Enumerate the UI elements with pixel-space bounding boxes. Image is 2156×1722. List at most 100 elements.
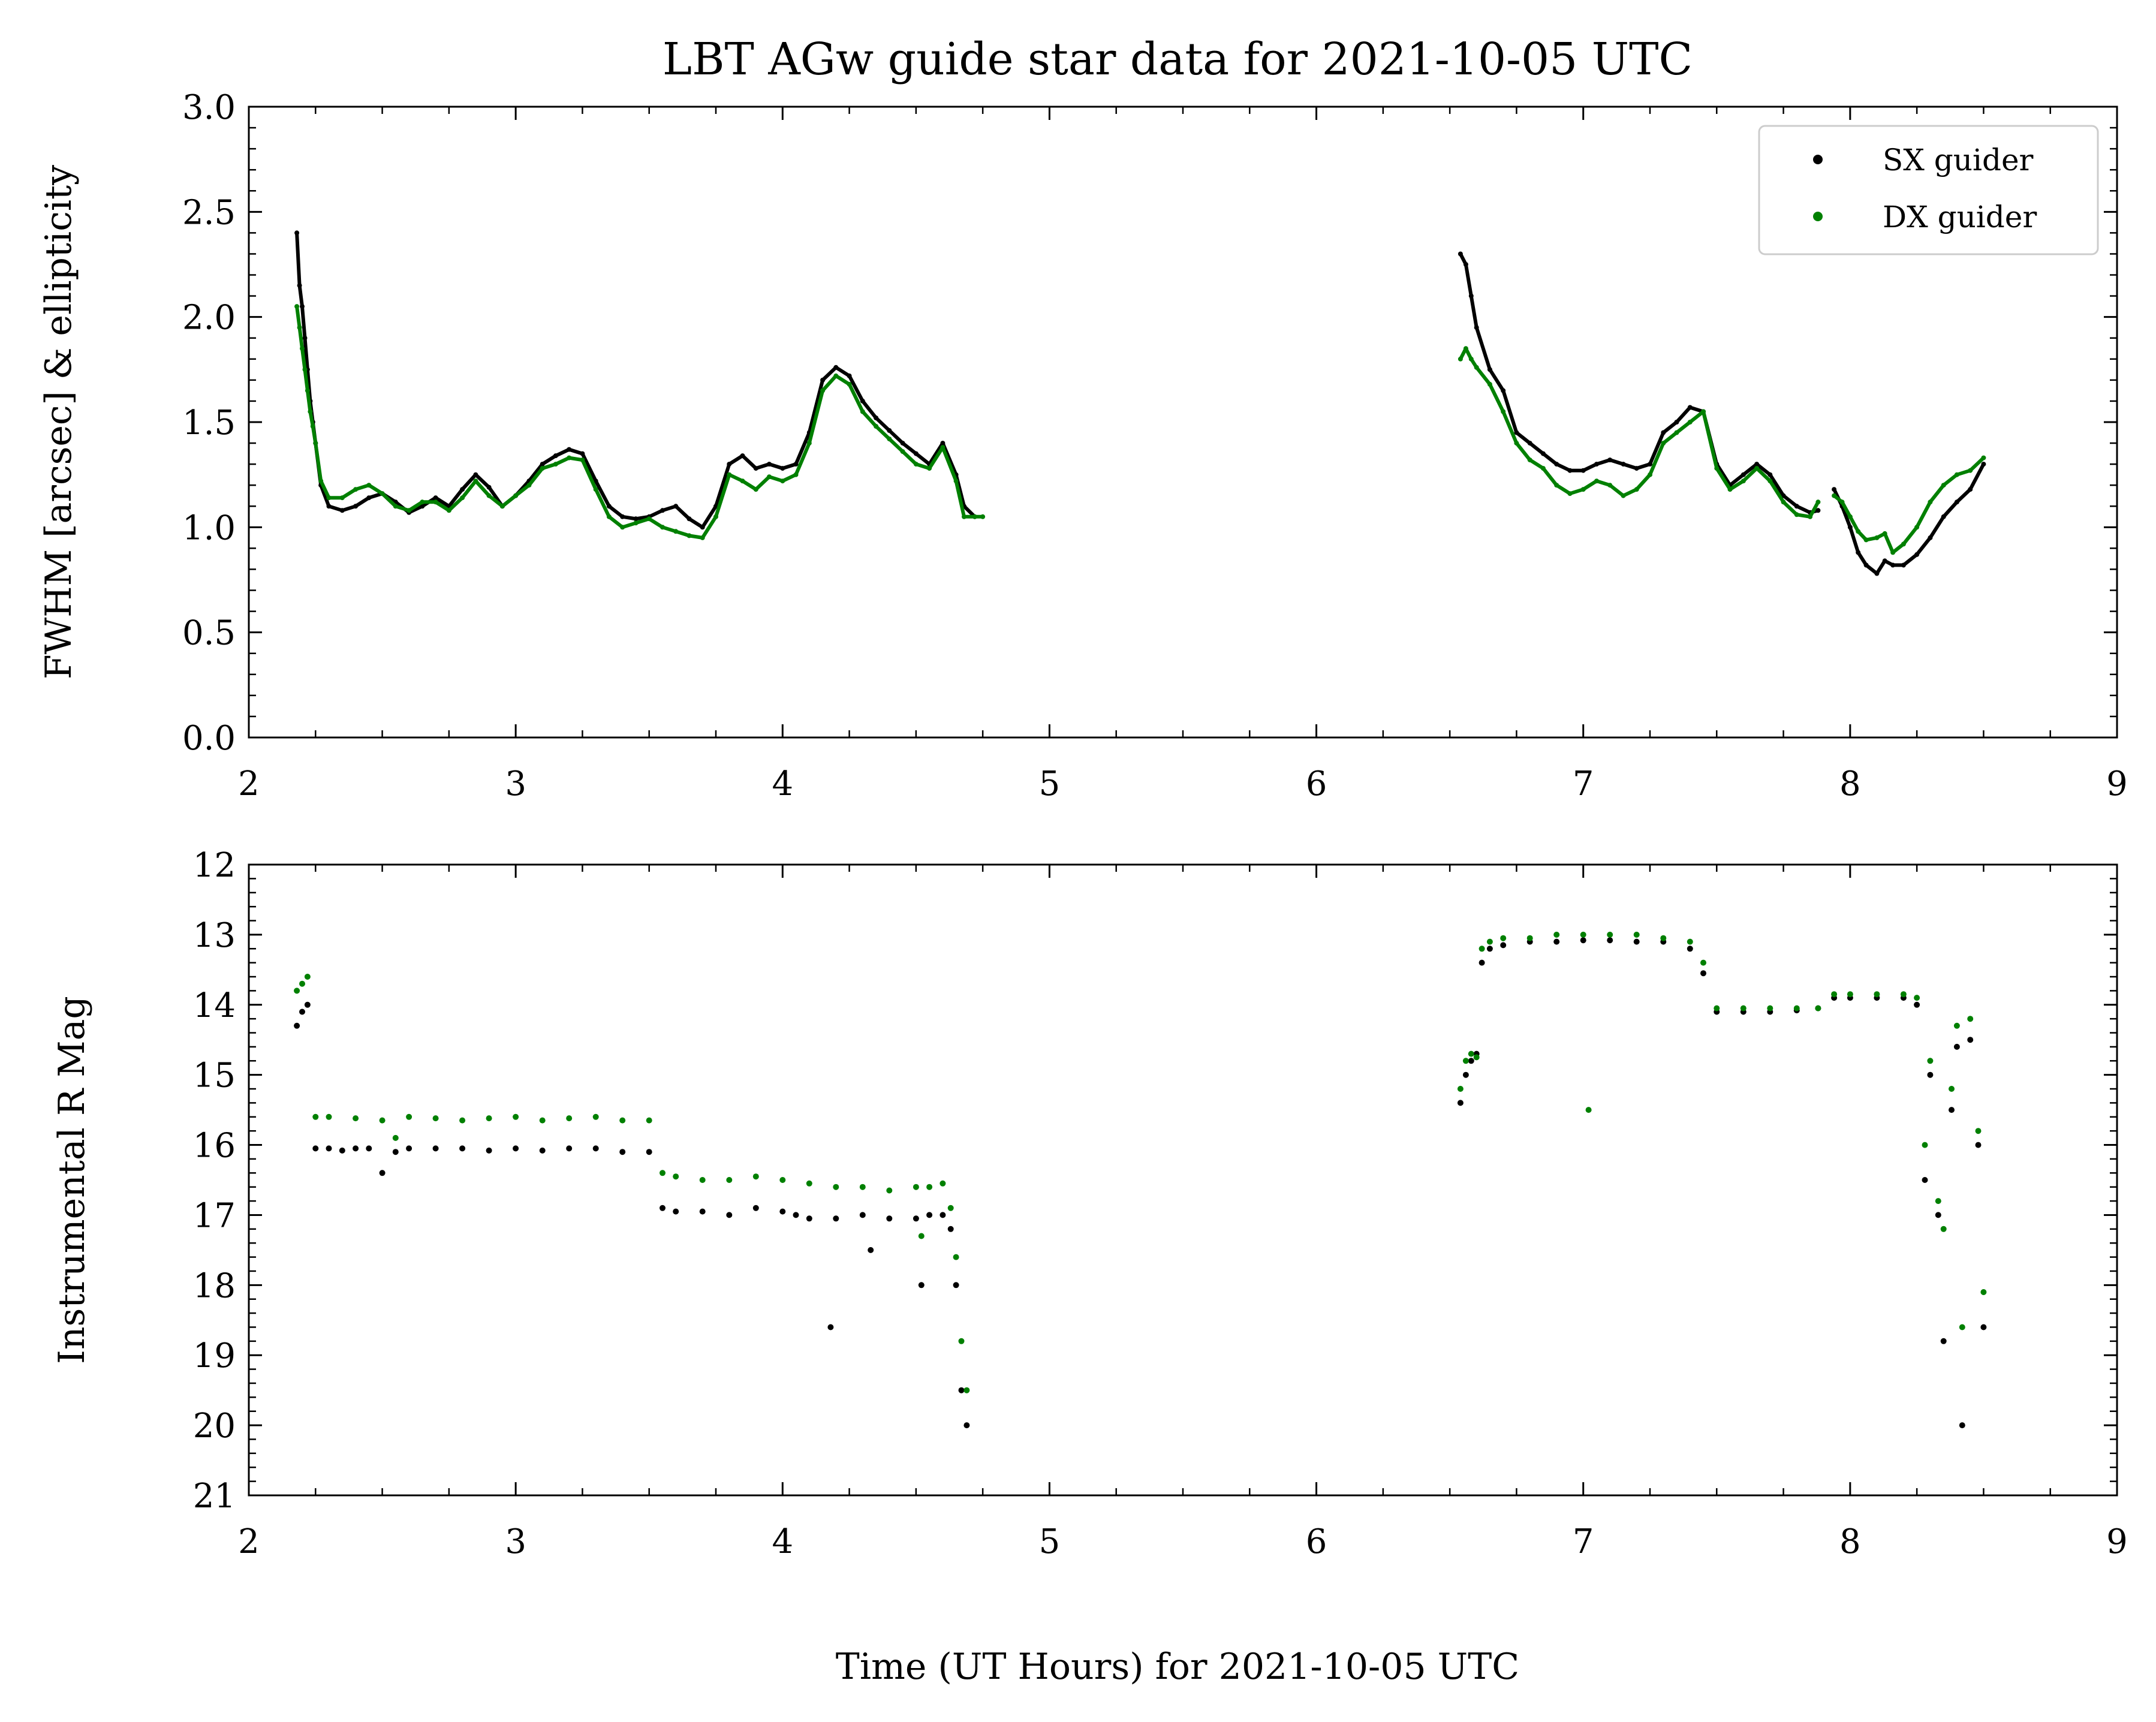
bot-data-point-dx-guider bbox=[326, 1113, 332, 1120]
top-data-point-dx-guider bbox=[1474, 365, 1479, 370]
legend: SX guider DX guider bbox=[1758, 125, 2099, 255]
bot-data-point-dx-guider bbox=[1633, 931, 1640, 938]
top-data-point-sx-guider bbox=[753, 466, 758, 471]
bot-data-point-dx-guider bbox=[958, 1338, 965, 1344]
y-tick-label: 20 bbox=[193, 1407, 236, 1446]
bot-data-point-dx-guider bbox=[1526, 935, 1533, 941]
bot-data-point-dx-guider bbox=[646, 1117, 652, 1124]
bottom-y-tick-labels: 12 13 14 15 16 17 18 19 20 21 bbox=[193, 846, 236, 1516]
top-data-point-dx-guider bbox=[1808, 514, 1813, 519]
top-data-point-dx-guider bbox=[1714, 466, 1720, 471]
y-tick-label: 21 bbox=[193, 1477, 236, 1516]
legend-label-dx: DX guider bbox=[1883, 200, 2037, 234]
bot-data-point-sx-guider bbox=[1935, 1212, 1941, 1218]
top-data-point-dx-guider bbox=[1567, 491, 1573, 496]
y-tick-label: 3.0 bbox=[182, 88, 236, 127]
bot-data-point-sx-guider bbox=[539, 1147, 546, 1154]
top-data-point-dx-guider bbox=[1463, 346, 1468, 351]
top-data-point-sx-guider bbox=[1474, 325, 1479, 330]
top-data-point-sx-guider bbox=[606, 504, 612, 509]
top-data-point-sx-guider bbox=[473, 472, 478, 477]
bot-data-point-dx-guider bbox=[1949, 1086, 1955, 1092]
top-data-point-sx-guider bbox=[1463, 262, 1468, 267]
bot-data-point-sx-guider bbox=[326, 1145, 332, 1152]
bot-data-point-sx-guider bbox=[1914, 1001, 1920, 1008]
bot-data-point-sx-guider bbox=[392, 1149, 399, 1155]
bot-data-point-sx-guider bbox=[1500, 942, 1507, 949]
top-data-point-sx-guider bbox=[460, 487, 465, 492]
bot-data-point-dx-guider bbox=[1462, 1058, 1469, 1064]
top-data-point-sx-guider bbox=[593, 478, 598, 484]
legend-marker-dx bbox=[1813, 212, 1823, 221]
top-data-point-sx-guider bbox=[673, 504, 679, 509]
top-data-point-sx-guider bbox=[1882, 558, 1887, 564]
y-tick-label: 14 bbox=[193, 986, 236, 1025]
bot-data-point-dx-guider bbox=[406, 1113, 412, 1120]
top-data-point-dx-guider bbox=[1754, 466, 1760, 471]
bot-data-point-dx-guider bbox=[459, 1117, 466, 1124]
bot-data-point-sx-guider bbox=[926, 1212, 933, 1218]
x-tick-label: 9 bbox=[2106, 1522, 2128, 1561]
bot-data-point-dx-guider bbox=[1607, 931, 1613, 938]
x-tick-label: 8 bbox=[1839, 1522, 1861, 1561]
bot-data-point-dx-guider bbox=[1700, 959, 1706, 966]
top-data-point-dx-guider bbox=[1727, 487, 1733, 492]
top-data-point-sx-guider bbox=[780, 466, 785, 471]
top-data-point-sx-guider bbox=[1648, 462, 1652, 467]
top-data-point-dx-guider bbox=[1674, 430, 1679, 435]
bot-data-point-sx-guider bbox=[304, 1001, 311, 1008]
bot-data-point-sx-guider bbox=[1967, 1037, 1974, 1043]
top-panel: 0.0 0.5 1.0 1.5 2.0 2.5 3.0 2 3 4 5 6 7 8 9 FWHM [arc… bbox=[38, 88, 2128, 803]
bot-data-point-sx-guider bbox=[779, 1208, 786, 1215]
top-data-point-sx-guider bbox=[1514, 430, 1519, 435]
bot-data-point-sx-guider bbox=[699, 1208, 706, 1215]
bot-data-point-sx-guider bbox=[406, 1145, 412, 1152]
top-data-point-dx-guider bbox=[499, 504, 505, 509]
bot-data-point-dx-guider bbox=[660, 1170, 666, 1176]
top-data-point-sx-guider bbox=[1874, 571, 1880, 576]
top-data-point-dx-guider bbox=[972, 514, 977, 519]
bot-data-point-sx-guider bbox=[294, 1022, 300, 1029]
x-tick-label: 3 bbox=[505, 1522, 526, 1561]
top-data-point-dx-guider bbox=[294, 304, 300, 309]
top-data-point-dx-guider bbox=[1847, 514, 1853, 519]
top-data-point-sx-guider bbox=[940, 441, 945, 446]
top-data-point-sx-guider bbox=[793, 462, 799, 467]
top-data-point-sx-guider bbox=[1941, 514, 1946, 519]
top-data-point-dx-guider bbox=[526, 483, 532, 488]
bot-data-point-dx-guider bbox=[1940, 1226, 1947, 1232]
top-data-point-dx-guider bbox=[646, 516, 652, 522]
top-data-point-sx-guider bbox=[1540, 451, 1546, 456]
bot-data-point-sx-guider bbox=[953, 1282, 959, 1289]
bot-data-point-dx-guider bbox=[1468, 1050, 1474, 1057]
top-data-point-dx-guider bbox=[433, 499, 438, 505]
top-data-point-dx-guider bbox=[1468, 356, 1474, 362]
bot-data-point-dx-guider bbox=[1793, 1005, 1800, 1011]
top-data-point-dx-guider bbox=[1514, 441, 1519, 446]
bot-data-point-dx-guider bbox=[1874, 991, 1880, 998]
top-data-point-sx-guider bbox=[339, 508, 345, 513]
bot-data-point-sx-guider bbox=[833, 1215, 839, 1222]
y-tick-label: 12 bbox=[193, 846, 236, 885]
bot-data-point-dx-guider bbox=[926, 1184, 933, 1190]
top-data-point-dx-guider bbox=[767, 474, 772, 480]
top-data-point-dx-guider bbox=[660, 525, 665, 530]
bot-data-point-sx-guider bbox=[1927, 1071, 1934, 1078]
x-tick-label: 7 bbox=[1573, 1522, 1594, 1561]
top-data-point-dx-guider bbox=[953, 478, 959, 484]
bot-data-point-sx-guider bbox=[1949, 1107, 1955, 1113]
top-data-point-dx-guider bbox=[700, 535, 705, 540]
top-data-point-dx-guider bbox=[887, 436, 892, 442]
top-data-point-dx-guider bbox=[406, 508, 412, 513]
top-data-point-dx-guider bbox=[1687, 420, 1693, 425]
top-series-line-dx-guider bbox=[1459, 347, 1820, 519]
top-data-point-sx-guider bbox=[353, 504, 359, 509]
top-data-point-sx-guider bbox=[1890, 562, 1896, 568]
y-tick-label: 2.0 bbox=[182, 299, 236, 338]
bot-data-point-dx-guider bbox=[1714, 1005, 1720, 1011]
y-tick-label: 16 bbox=[193, 1127, 236, 1166]
top-data-point-dx-guider bbox=[1856, 529, 1861, 534]
bot-data-point-sx-guider bbox=[646, 1149, 652, 1155]
top-tick-marks bbox=[248, 106, 2118, 739]
bot-data-point-sx-guider bbox=[486, 1147, 492, 1154]
